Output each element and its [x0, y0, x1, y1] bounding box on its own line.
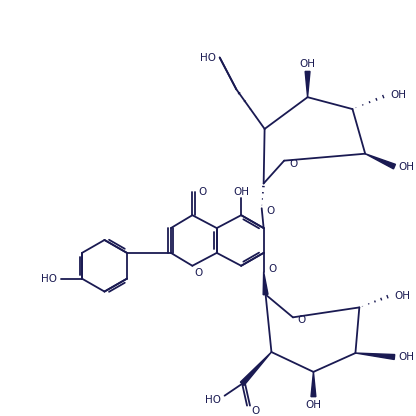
- Text: O: O: [194, 268, 203, 278]
- Text: OH: OH: [399, 352, 414, 362]
- Polygon shape: [305, 72, 310, 97]
- Polygon shape: [311, 372, 316, 397]
- Polygon shape: [240, 352, 272, 386]
- Text: O: O: [298, 315, 306, 325]
- Text: HO: HO: [200, 52, 216, 62]
- Text: OH: OH: [391, 90, 406, 100]
- Polygon shape: [355, 353, 395, 359]
- Text: O: O: [268, 264, 277, 274]
- Text: OH: OH: [233, 187, 249, 197]
- Text: HO: HO: [41, 274, 57, 284]
- Text: O: O: [198, 187, 206, 197]
- Text: HO: HO: [205, 395, 220, 405]
- Polygon shape: [365, 154, 396, 169]
- Text: OH: OH: [399, 161, 414, 172]
- Text: O: O: [267, 206, 275, 216]
- Polygon shape: [263, 272, 268, 295]
- Text: OH: OH: [300, 59, 316, 69]
- Text: OH: OH: [394, 290, 411, 300]
- Text: OH: OH: [305, 400, 322, 410]
- Text: O: O: [251, 406, 259, 416]
- Text: O: O: [289, 158, 297, 168]
